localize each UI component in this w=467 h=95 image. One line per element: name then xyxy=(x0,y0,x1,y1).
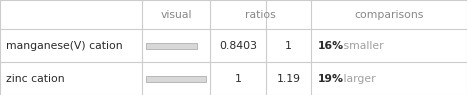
Text: larger: larger xyxy=(340,74,375,84)
Text: zinc cation: zinc cation xyxy=(6,74,64,84)
Bar xyxy=(147,43,197,49)
Text: 1.19: 1.19 xyxy=(276,74,300,84)
Text: visual: visual xyxy=(161,10,192,20)
Text: 1: 1 xyxy=(285,41,292,51)
Bar xyxy=(147,76,206,82)
Text: manganese(V) cation: manganese(V) cation xyxy=(6,41,122,51)
Text: 16%: 16% xyxy=(318,41,344,51)
Text: ratios: ratios xyxy=(245,10,276,20)
Text: comparisons: comparisons xyxy=(354,10,424,20)
Text: smaller: smaller xyxy=(340,41,383,51)
Text: 19%: 19% xyxy=(318,74,344,84)
Text: 0.8403: 0.8403 xyxy=(219,41,257,51)
Text: 1: 1 xyxy=(235,74,241,84)
